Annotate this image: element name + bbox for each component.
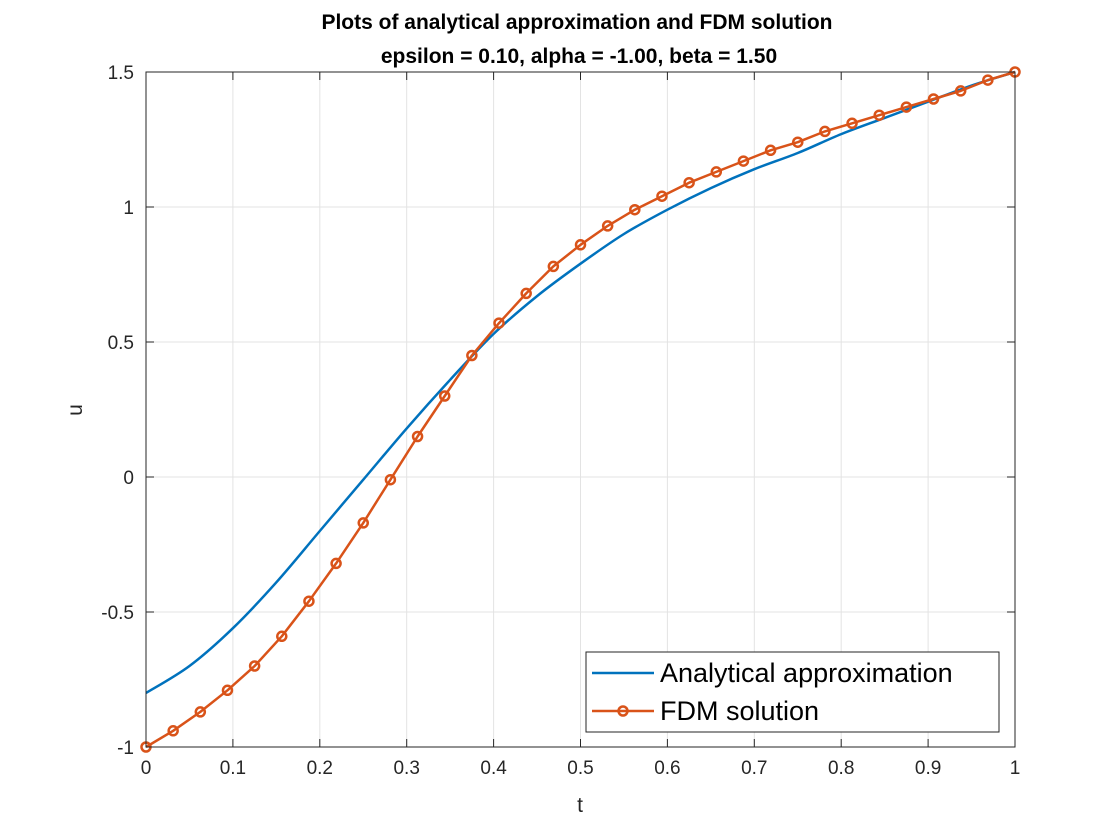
- chart-subtitle: epsilon = 0.10, alpha = -1.00, beta = 1.…: [381, 45, 777, 68]
- y-tick-label: -1: [117, 738, 134, 759]
- data-point-fdm: [629, 203, 641, 216]
- series-line-fdm: [145, 70, 1016, 749]
- data-point-fdm: [656, 190, 668, 202]
- data-point-fdm: [574, 239, 587, 251]
- data-point-fdm: [194, 706, 207, 718]
- data-point-fdm: [601, 220, 614, 232]
- y-axis-label: u: [64, 404, 87, 416]
- chart-title: Plots of analytical approximation and FD…: [321, 11, 832, 34]
- data-point-fdm: [873, 109, 885, 121]
- data-point-fdm: [438, 390, 451, 402]
- x-tick-label: 0.6: [654, 758, 680, 779]
- data-point-fdm: [927, 93, 940, 105]
- legend: Analytical approximation FDM solution: [585, 651, 1000, 733]
- data-point-fdm: [276, 630, 288, 643]
- y-tick-label: -0.5: [101, 603, 134, 624]
- data-point-fdm: [384, 473, 397, 486]
- x-tick-label: 0.4: [480, 758, 507, 779]
- series-layer: [140, 66, 1021, 753]
- x-tick-label: 0.9: [915, 758, 941, 779]
- data-point-fdm: [330, 557, 342, 570]
- data-point-fdm: [792, 136, 804, 148]
- y-tick-label: 1: [123, 198, 134, 219]
- x-tick-label: 0.2: [307, 758, 333, 779]
- y-tick-label: 0: [123, 468, 134, 489]
- data-point-fdm: [547, 260, 560, 273]
- x-tick-label: 0.8: [828, 758, 854, 779]
- ticks: 0 0.1 0.2 0.3 0.4 0.5 0.6 0.7 0.8 0.9 1 -1 -0.5 0 0.5 1…: [101, 63, 1020, 779]
- data-point-fdm: [357, 517, 369, 529]
- x-axis-label: t: [577, 794, 583, 817]
- data-point-fdm: [466, 349, 478, 362]
- legend-label-analytical: Analytical approximation: [660, 658, 953, 688]
- data-point-fdm: [411, 430, 424, 443]
- y-tick-label: 0.5: [108, 333, 134, 354]
- x-tick-label: 0: [141, 758, 152, 779]
- data-point-fdm: [764, 144, 777, 157]
- data-point-fdm: [819, 125, 831, 138]
- data-point-fdm: [954, 85, 967, 97]
- data-point-fdm: [303, 595, 315, 607]
- x-tick-label: 0.1: [220, 758, 246, 779]
- data-point-fdm: [248, 660, 261, 672]
- legend-marker-fdm: [617, 705, 629, 717]
- data-point-fdm: [683, 176, 695, 189]
- series-line-analytical: [145, 70, 1016, 695]
- legend-label-fdm: FDM solution: [660, 696, 819, 726]
- data-point-fdm: [710, 166, 723, 178]
- data-point-fdm: [982, 74, 994, 86]
- data-point-fdm: [520, 287, 532, 300]
- data-point-fdm: [846, 117, 858, 130]
- data-point-fdm: [900, 101, 913, 113]
- x-tick-label: 0.3: [393, 758, 419, 779]
- legend-box: [585, 651, 1000, 733]
- data-point-fdm: [493, 317, 505, 329]
- data-point-fdm: [221, 684, 234, 697]
- x-tick-label: 0.5: [567, 758, 593, 779]
- data-point-fdm: [167, 725, 179, 737]
- x-tick-label: 0.7: [741, 758, 767, 779]
- data-point-fdm: [737, 155, 750, 167]
- x-tick-label: 1: [1010, 758, 1021, 779]
- y-tick-label: 1.5: [108, 63, 134, 84]
